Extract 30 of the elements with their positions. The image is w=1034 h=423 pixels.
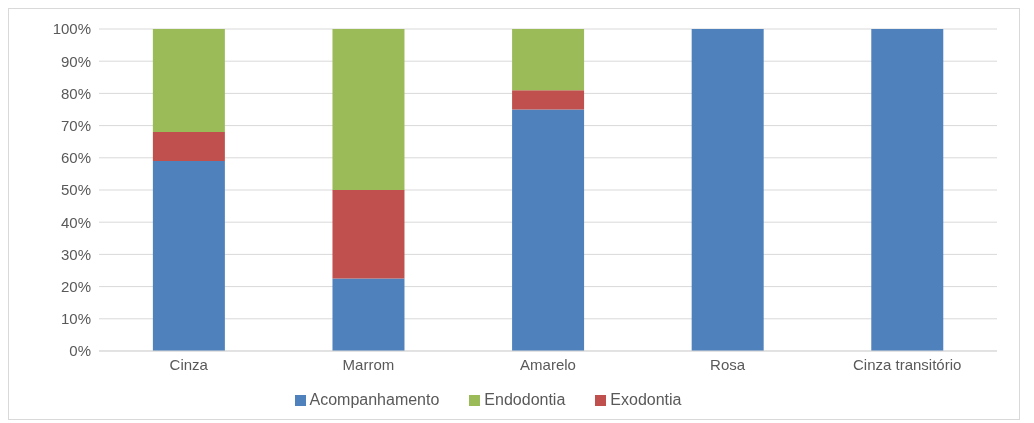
y-tick-label: 10% bbox=[60, 310, 91, 328]
legend-label: Exodontia bbox=[610, 391, 682, 408]
y-tick-label: 0% bbox=[69, 342, 91, 360]
x-tick-label: Marrom bbox=[342, 355, 395, 373]
bar bbox=[871, 29, 944, 351]
bar bbox=[332, 190, 405, 279]
y-tick-label: 30% bbox=[60, 245, 91, 263]
y-tick-label: 70% bbox=[60, 116, 91, 134]
bar bbox=[512, 90, 585, 110]
bar bbox=[691, 29, 764, 351]
y-tick-label: 40% bbox=[60, 213, 91, 231]
bar bbox=[152, 29, 225, 133]
bar bbox=[512, 109, 585, 351]
legend-label: Endodontia bbox=[484, 391, 566, 408]
legend-label: Acompanhamento bbox=[309, 391, 440, 408]
x-tick-label: Cinza bbox=[169, 355, 209, 373]
y-tick-label: 100% bbox=[52, 20, 91, 38]
x-tick-label: Rosa bbox=[710, 355, 746, 373]
y-tick-label: 50% bbox=[60, 181, 91, 199]
y-tick-label: 90% bbox=[60, 52, 91, 70]
bar bbox=[332, 278, 405, 351]
bar bbox=[512, 29, 585, 91]
bar bbox=[332, 29, 405, 190]
bar bbox=[152, 132, 225, 162]
x-tick-label: Cinza transitório bbox=[853, 355, 962, 373]
y-tick-label: 20% bbox=[60, 277, 91, 295]
y-tick-label: 60% bbox=[60, 149, 91, 167]
x-tick-label: Amarelo bbox=[520, 355, 576, 373]
bar bbox=[152, 161, 225, 351]
y-tick-label: 80% bbox=[60, 84, 91, 102]
